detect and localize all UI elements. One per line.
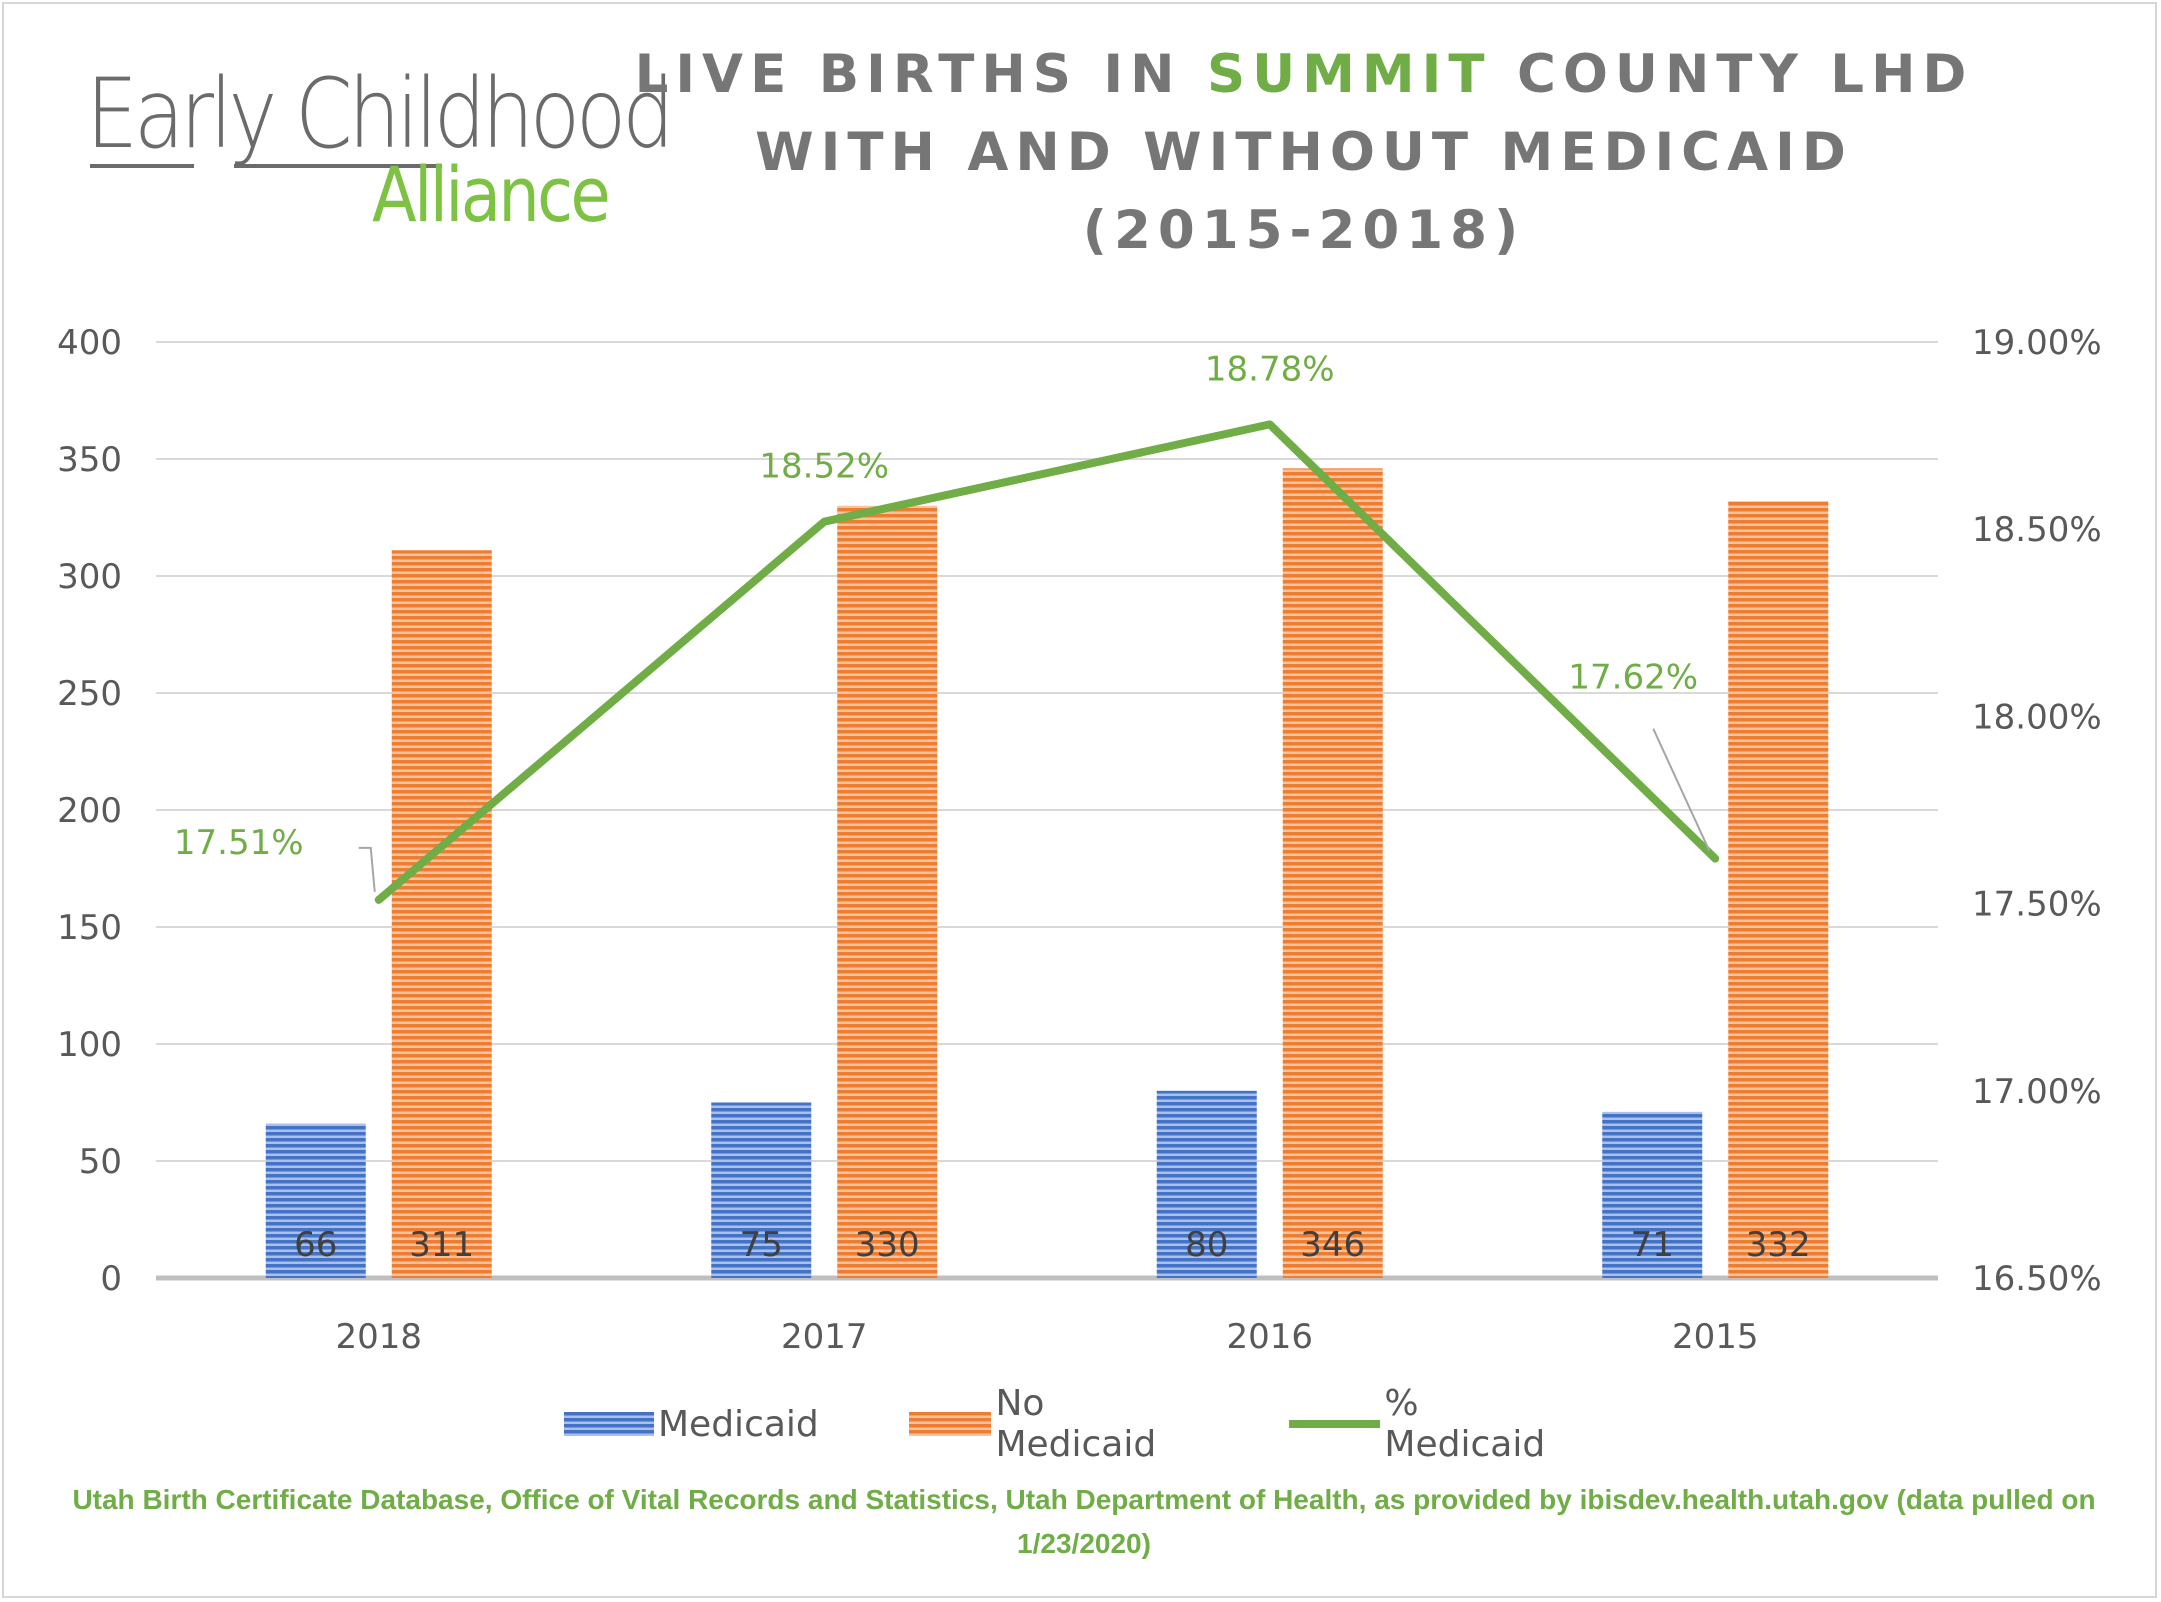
y-left-tick-label: 250 bbox=[57, 674, 122, 714]
y-left-tick-label: 50 bbox=[79, 1142, 122, 1182]
labels: 66 311 2018 75 330 2017 80 346 2016 71 332 2015 17.5… bbox=[174, 349, 1811, 1357]
x-tick-label: 2017 bbox=[781, 1317, 868, 1357]
x-tick-label: 2018 bbox=[335, 1317, 422, 1357]
title-line2: WITH AND WITHOUT MEDICAID bbox=[755, 122, 1853, 183]
line-point-pct-medicaid bbox=[1268, 423, 1271, 426]
legend-swatch-no-medicaid bbox=[908, 1412, 992, 1436]
legend-swatch-pct-medicaid bbox=[1288, 1420, 1381, 1428]
bar-label-medicaid: 66 bbox=[294, 1225, 337, 1265]
bar-no-medicaid bbox=[1282, 468, 1383, 1278]
combo-chart: 0 50 100 150 200 250 300 350 400 16.50% 17.00% 17.5… bbox=[57, 323, 2102, 1357]
logo: Early Childhood Alliance bbox=[82, 52, 675, 239]
line-data-label: 17.51% bbox=[174, 823, 304, 863]
y-left-tick-label: 0 bbox=[100, 1259, 122, 1299]
line-data-label: 18.52% bbox=[759, 447, 889, 487]
title-part2: COUNTY LHD bbox=[1491, 44, 1974, 105]
logo-text-line2: Alliance bbox=[372, 150, 611, 239]
chart-title: LIVE BIRTHS IN SUMMIT COUNTY LHD WITH AN… bbox=[564, 36, 2044, 270]
leader-line bbox=[1652, 728, 1711, 852]
bars bbox=[265, 468, 1829, 1278]
bar-label-no-medicaid: 330 bbox=[855, 1225, 920, 1265]
bar-label-medicaid: 75 bbox=[740, 1225, 783, 1265]
y-left-tick-label: 200 bbox=[57, 791, 122, 831]
bar-label-medicaid: 80 bbox=[1185, 1225, 1228, 1265]
legend-label-pct-medicaid: % Medicaid bbox=[1384, 1383, 1546, 1465]
y-right-tick-label: 17.00% bbox=[1972, 1072, 2102, 1112]
bar-no-medicaid bbox=[391, 550, 492, 1278]
line-point-pct-medicaid bbox=[1714, 857, 1717, 860]
pct-line bbox=[374, 420, 1720, 904]
bar-medicaid bbox=[265, 1123, 366, 1278]
x-tick-label: 2015 bbox=[1672, 1317, 1759, 1357]
legend-item-pct-medicaid: % Medicaid bbox=[1288, 1383, 1574, 1465]
y-left-tick-label: 400 bbox=[57, 323, 122, 363]
y-right-tick-label: 18.50% bbox=[1972, 510, 2102, 550]
logo-text-line1: Early Childhood bbox=[86, 58, 675, 170]
bar-label-medicaid: 71 bbox=[1631, 1225, 1674, 1265]
title-line3: (2015-2018) bbox=[1082, 200, 1526, 261]
y-left-tick-label: 100 bbox=[57, 1025, 122, 1065]
legend: Medicaid No Medicaid % Medicaid bbox=[564, 1383, 1664, 1465]
bar-medicaid bbox=[1156, 1090, 1257, 1278]
bar-medicaid bbox=[1602, 1111, 1703, 1278]
line-data-label: 18.78% bbox=[1205, 349, 1335, 389]
bar-medicaid bbox=[711, 1102, 812, 1278]
legend-label-no-medicaid: No Medicaid bbox=[995, 1383, 1157, 1465]
source-note: Utah Birth Certificate Database, Office … bbox=[72, 1484, 2096, 1559]
y-right-tick-label: 18.00% bbox=[1972, 697, 2102, 737]
title-line1: LIVE BIRTHS IN SUMMIT COUNTY LHD bbox=[564, 36, 2044, 114]
title-highlight: SUMMIT bbox=[1206, 44, 1492, 105]
bar-no-medicaid bbox=[1728, 501, 1829, 1278]
logo-rule bbox=[234, 164, 442, 168]
series-line-pct-medicaid bbox=[374, 420, 1720, 904]
legend-label-medicaid: Medicaid bbox=[658, 1403, 819, 1445]
x-tick-label: 2016 bbox=[1226, 1317, 1313, 1357]
gridlines: 0 50 100 150 200 250 300 350 400 16.50% 17.00% 17.5… bbox=[57, 323, 2102, 1299]
legend-item-medicaid: Medicaid bbox=[564, 1404, 819, 1445]
y-left-tick-label: 150 bbox=[57, 908, 122, 948]
legend-item-no-medicaid: No Medicaid bbox=[908, 1383, 1199, 1465]
logo-rule bbox=[90, 164, 194, 168]
line-point-pct-medicaid bbox=[377, 898, 380, 901]
bar-no-medicaid bbox=[837, 505, 938, 1278]
legend-swatch-medicaid bbox=[564, 1412, 654, 1436]
bar-label-no-medicaid: 332 bbox=[1746, 1225, 1811, 1265]
y-left-tick-label: 300 bbox=[57, 557, 122, 597]
y-right-tick-label: 16.50% bbox=[1972, 1259, 2102, 1299]
y-left-tick-label: 350 bbox=[57, 440, 122, 480]
line-point-pct-medicaid bbox=[823, 520, 826, 523]
bar-label-no-medicaid: 311 bbox=[409, 1225, 474, 1265]
line-data-label: 17.62% bbox=[1568, 658, 1698, 698]
title-part1: LIVE BIRTHS IN bbox=[634, 44, 1207, 105]
leader-line bbox=[358, 846, 376, 892]
bar-label-no-medicaid: 346 bbox=[1300, 1225, 1365, 1265]
y-right-tick-label: 17.50% bbox=[1972, 885, 2102, 925]
y-right-tick-label: 19.00% bbox=[1972, 323, 2102, 363]
